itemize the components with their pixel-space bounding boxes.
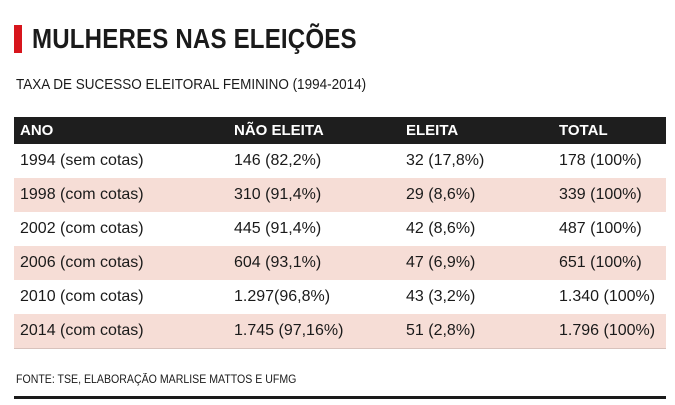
cell-eleita: 43 (3,2%) [406,288,476,305]
cell-nao-eleita: 310 (91,4%) [228,178,400,212]
chart-subtitle: TAXA DE SUCESSO ELEITORAL FEMININO (1994… [16,76,367,93]
cell-nao-eleita: 604 (93,1%) [228,246,400,280]
cell-ano: 1998 (com cotas) [14,178,228,212]
cell-nao-eleita: 1.297(96,8%) [234,288,331,305]
title-row: MULHERES NAS ELEIÇÕES [14,22,410,56]
title-accent-bar [14,25,22,53]
source-note: FONTE: TSE, ELABORAÇÃO MARLISE MATTOS E … [16,374,297,386]
header-nao-eleita: NÃO ELEITA [228,117,400,144]
header-total: TOTAL [553,117,666,144]
table-row: 1994 (sem cotas) 146 (82,2%) 32 (17,8%) … [14,144,666,178]
header-eleita: ELEITA [400,117,553,144]
cell-total: 178 (100%) [559,152,642,169]
cell-ano: 2002 (com cotas) [20,220,144,237]
cell-ano: 2006 (com cotas) [14,246,228,280]
cell-nao-eleita: 146 (82,2%) [234,152,322,169]
cell-total: 339 (100%) [553,178,666,212]
table-row: 2014 (com cotas) 1.745 (97,16%) 51 (2,8%… [14,314,666,349]
table-header-row: ANO NÃO ELEITA ELEITA TOTAL [14,117,666,144]
chart-title: MULHERES NAS ELEIÇÕES [32,23,357,54]
cell-ano: 2014 (com cotas) [14,314,228,349]
cell-total: 1.796 (100%) [553,314,666,349]
cell-ano: 2010 (com cotas) [20,288,144,305]
cell-total: 651 (100%) [553,246,666,280]
table-row: 1998 (com cotas) 310 (91,4%) 29 (8,6%) 3… [14,178,666,212]
results-table: ANO NÃO ELEITA ELEITA TOTAL 1994 (sem co… [14,117,666,349]
header-ano: ANO [14,117,228,144]
table-row: 2002 (com cotas) 445 (91,4%) 42 (8,6%) 4… [14,212,666,246]
cell-eleita: 32 (17,8%) [406,152,485,169]
cell-total: 487 (100%) [559,220,642,237]
cell-nao-eleita: 445 (91,4%) [234,220,322,237]
table-row: 2006 (com cotas) 604 (93,1%) 47 (6,9%) 6… [14,246,666,280]
cell-eleita: 42 (8,6%) [406,220,476,237]
table-row: 2010 (com cotas) 1.297(96,8%) 43 (3,2%) … [14,280,666,314]
bottom-divider [14,396,666,399]
cell-eleita: 29 (8,6%) [400,178,553,212]
cell-total: 1.340 (100%) [559,288,656,305]
cell-nao-eleita: 1.745 (97,16%) [228,314,400,349]
cell-eleita: 47 (6,9%) [400,246,553,280]
cell-eleita: 51 (2,8%) [400,314,553,349]
cell-ano: 1994 (sem cotas) [20,152,144,169]
